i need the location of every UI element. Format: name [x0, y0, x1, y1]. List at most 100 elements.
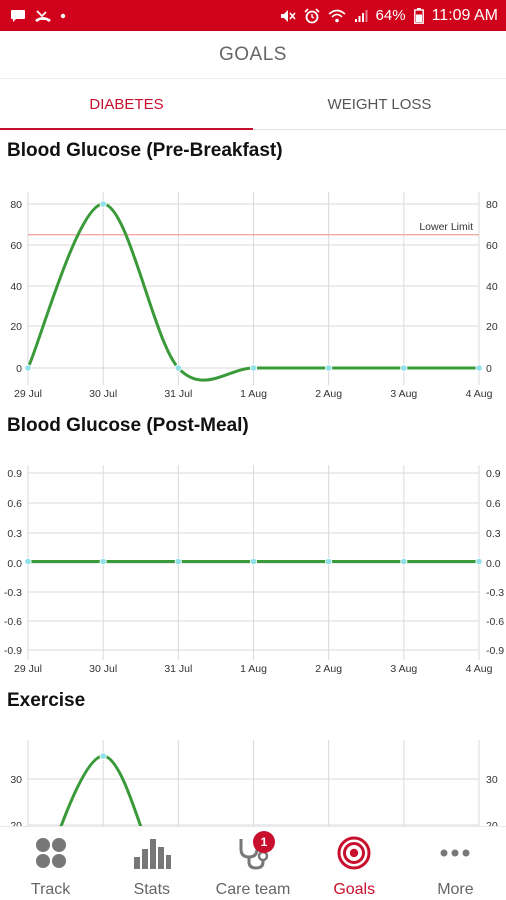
page-title: GOALS	[219, 43, 287, 65]
nav-goals[interactable]: Goals	[304, 827, 405, 900]
y-tick-label-left: 0.6	[7, 498, 22, 510]
x-tick-label: 2 Aug	[315, 388, 342, 400]
series-line	[26, 202, 479, 382]
y-tick-label-left: -0.3	[4, 587, 22, 599]
data-point	[99, 200, 107, 208]
x-tick-label: 4 Aug	[466, 388, 493, 400]
stats-icon	[130, 835, 174, 871]
y-tick-label-right: 60	[486, 240, 498, 252]
nav-more[interactable]: More	[405, 827, 506, 900]
message-icon	[10, 9, 26, 23]
x-tick-label: 1 Aug	[240, 663, 267, 675]
y-tick-label-right: 0.3	[486, 528, 501, 540]
x-tick-label: 29 Jul	[14, 388, 42, 400]
nav-care-team[interactable]: 1 Care team	[202, 827, 303, 900]
nav-more-label: More	[437, 881, 474, 898]
series-line	[33, 754, 170, 900]
y-tick-label-left: -0.6	[4, 616, 22, 628]
y-tick-label-right: 0.0	[486, 558, 501, 570]
y-tick-label-left: 0.0	[7, 558, 22, 570]
tab-diabetes-label: DIABETES	[89, 96, 164, 113]
x-tick-label: 3 Aug	[390, 663, 417, 675]
tab-weight-loss-label: WEIGHT LOSS	[327, 96, 432, 113]
target-icon	[332, 835, 376, 871]
y-tick-label-left: 30	[10, 774, 22, 786]
more-icon	[433, 835, 477, 871]
data-point	[325, 364, 333, 372]
battery-percent: 64%	[375, 7, 406, 24]
y-tick-label-right: 30	[486, 774, 498, 786]
data-point	[99, 752, 107, 760]
y-tick-label-right: 20	[486, 321, 498, 333]
track-icon	[29, 835, 73, 871]
y-tick-label-right: 0.9	[486, 468, 501, 480]
data-point	[475, 364, 483, 372]
care-team-badge: 1	[253, 831, 275, 853]
data-point	[249, 557, 258, 566]
x-tick-label: 30 Jul	[89, 663, 117, 675]
tab-diabetes[interactable]: DIABETES	[0, 80, 253, 130]
alarm-icon	[303, 7, 320, 24]
x-tick-label: 29 Jul	[14, 663, 42, 675]
stethoscope-icon: 1	[231, 831, 275, 871]
y-tick-label-right: -0.9	[486, 645, 504, 657]
x-tick-label: 3 Aug	[390, 388, 417, 400]
y-tick-label-left: 80	[10, 199, 22, 211]
data-point	[400, 364, 408, 372]
x-tick-label: 4 Aug	[466, 663, 493, 675]
y-tick-label-right: -0.3	[486, 587, 504, 599]
data-point	[325, 557, 333, 566]
app-header: GOALS	[0, 31, 506, 79]
data-point	[24, 364, 32, 372]
tab-weight-loss[interactable]: WEIGHT LOSS	[253, 80, 506, 129]
exercise-chart: 30302020	[10, 740, 498, 900]
chart-0-group: 80 80 60 60 40 40 20 20 0 0 Lower Limit 29 Jul 30 Ju…	[10, 192, 498, 400]
y-tick-label-left: 0.3	[7, 528, 22, 540]
y-tick-label-right: 0.6	[486, 498, 501, 510]
y-tick-label-right: 40	[486, 281, 498, 293]
pre-breakfast-chart: 80 80 60 60 40 40 20 20 0 0 Lower Limit 29 Jul 30 Ju…	[10, 192, 498, 400]
missed-call-icon	[34, 9, 52, 23]
x-tick-label: 1 Aug	[240, 388, 267, 400]
dot-icon	[60, 13, 66, 19]
x-tick-label: 2 Aug	[315, 663, 342, 675]
y-tick-label-right: 0	[486, 363, 492, 375]
x-tick-label: 31 Jul	[164, 388, 192, 400]
y-tick-label-right: -0.6	[486, 616, 504, 628]
y-tick-label-left: 0	[16, 363, 22, 375]
x-tick-label: 30 Jul	[89, 388, 117, 400]
nav-track-label: Track	[30, 881, 71, 898]
y-tick-label-left: 0.9	[7, 468, 22, 480]
data-point	[174, 557, 182, 566]
data-point	[475, 557, 483, 566]
y-tick-label-left: 40	[10, 281, 22, 293]
nav-track[interactable]: Track	[0, 827, 101, 900]
section-title-post-meal: Blood Glucose (Post-Meal)	[7, 415, 249, 436]
y-tick-label-left: -0.9	[4, 645, 22, 657]
wifi-icon	[328, 9, 346, 23]
nav-stats[interactable]: Stats	[101, 827, 202, 900]
data-point	[99, 557, 107, 566]
reference-line-label: Lower Limit	[419, 221, 473, 233]
status-bar: 64% 11:09 AM	[0, 0, 506, 31]
post-meal-chart: 0.9 0.9 0.6 0.6 0.3 0.3 0.0 0.0 -0.3 -0.3 -0.6 -0.6…	[4, 465, 504, 675]
battery-icon	[413, 7, 424, 24]
y-tick-label-left: 20	[10, 321, 22, 333]
data-point	[24, 557, 32, 566]
data-point	[249, 364, 258, 372]
mute-icon	[280, 9, 296, 23]
chart-1-group: 0.9 0.9 0.6 0.6 0.3 0.3 0.0 0.0 -0.3 -0.3 -0.6 -0.6…	[4, 465, 504, 675]
nav-goals-label: Goals	[333, 881, 376, 898]
section-title-pre-breakfast: Blood Glucose (Pre-Breakfast)	[7, 140, 283, 161]
signal-icon	[354, 9, 368, 23]
y-tick-label-left: 60	[10, 240, 22, 252]
data-point	[400, 557, 408, 566]
status-time: 11:09 AM	[431, 6, 498, 24]
data-point	[174, 364, 182, 372]
nav-stats-label: Stats	[133, 881, 171, 898]
y-tick-label-right: 80	[486, 199, 498, 211]
x-tick-label: 31 Jul	[164, 663, 192, 675]
goal-tabs: DIABETES WEIGHT LOSS	[0, 80, 506, 130]
nav-care-team-label: Care team	[215, 881, 291, 898]
bottom-navigation: Track Stats 1 Care team Goals More	[0, 826, 506, 900]
